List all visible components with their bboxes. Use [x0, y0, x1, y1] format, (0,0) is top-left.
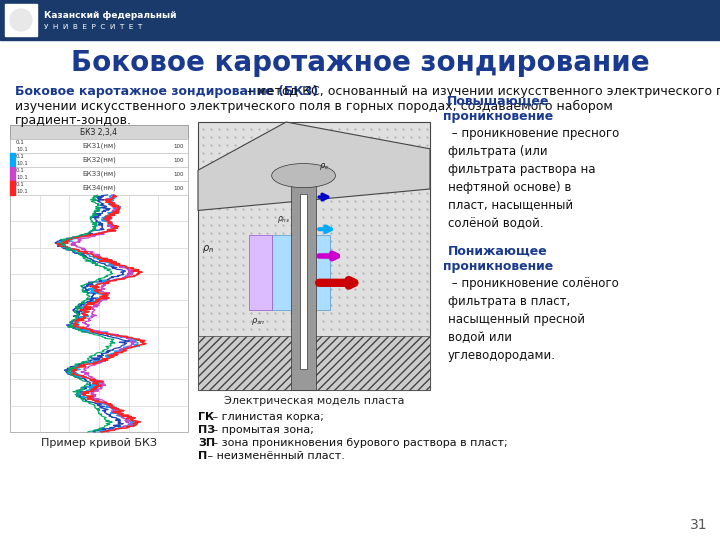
- Bar: [10, 181, 15, 195]
- Text: градиент-зондов.: градиент-зондов.: [15, 114, 132, 127]
- Text: $\rho_{пз}$: $\rho_{пз}$: [276, 214, 289, 225]
- Bar: [198, 336, 430, 390]
- Text: Казанский федеральный: Казанский федеральный: [44, 10, 176, 19]
- Text: 10.1: 10.1: [16, 174, 28, 180]
- Text: 0.1: 0.1: [16, 154, 24, 159]
- Text: $\rho_n$: $\rho_n$: [202, 242, 214, 255]
- Text: БКЗ1(нм): БКЗ1(нм): [82, 143, 116, 149]
- Text: ПЗ: ПЗ: [198, 425, 215, 435]
- Text: – метод КС, основанный на изучении искусственного электрического поля в горных п: – метод КС, основанный на изучении искус…: [243, 85, 720, 98]
- Text: БКЗ3(нм): БКЗ3(нм): [82, 171, 116, 177]
- Bar: [10, 153, 188, 167]
- Text: 31: 31: [690, 518, 708, 532]
- Text: 100: 100: [174, 186, 184, 191]
- Bar: [10, 139, 188, 153]
- Ellipse shape: [10, 9, 32, 31]
- Text: – проникновение пресного
фильтрата (или
фильтрата раствора на
нефтяной основе) в: – проникновение пресного фильтрата (или …: [448, 127, 619, 230]
- Text: изучении искусственного электрического поля в горных породах, создаваемого набор: изучении искусственного электрического п…: [15, 100, 613, 113]
- Text: Повышающее
проникновение: Повышающее проникновение: [443, 95, 553, 123]
- Text: – проникновение солёного
фильтрата в пласт,
насыщенный пресной
водой или
углевод: – проникновение солёного фильтрата в пла…: [448, 277, 618, 362]
- Text: 0.1: 0.1: [16, 168, 24, 173]
- Bar: [291, 170, 316, 390]
- Bar: [10, 181, 188, 195]
- Bar: [10, 125, 188, 139]
- Text: Боковое каротажное зондирование (БКЗ): Боковое каротажное зондирование (БКЗ): [15, 85, 318, 98]
- Text: БКЗ 2,3,4: БКЗ 2,3,4: [81, 127, 117, 137]
- Bar: [272, 234, 330, 309]
- Text: БКЗ2(нм): БКЗ2(нм): [82, 157, 116, 163]
- Text: ГК: ГК: [198, 412, 214, 422]
- Bar: [300, 194, 307, 369]
- Text: ЗП: ЗП: [198, 438, 215, 448]
- Text: 10.1: 10.1: [16, 188, 28, 193]
- Bar: [10, 125, 188, 432]
- Bar: [198, 122, 430, 390]
- Bar: [10, 167, 188, 181]
- Bar: [249, 234, 272, 309]
- Bar: [5, 4, 37, 36]
- Text: $\rho_{зп}$: $\rho_{зп}$: [251, 316, 265, 327]
- Text: Понижающее
проникновение: Понижающее проникновение: [443, 245, 553, 273]
- Text: 10.1: 10.1: [16, 160, 28, 166]
- Text: – глинистая корка;: – глинистая корка;: [209, 412, 324, 422]
- Text: Боковое каротажное зондирование: Боковое каротажное зондирование: [71, 49, 649, 77]
- Text: – зона проникновения бурового раствора в пласт;: – зона проникновения бурового раствора в…: [209, 438, 508, 448]
- Text: 100: 100: [174, 172, 184, 177]
- Text: 100: 100: [174, 158, 184, 163]
- Text: 0.1: 0.1: [16, 183, 24, 187]
- Text: 100: 100: [174, 144, 184, 149]
- Bar: [0, 0, 720, 40]
- Text: $\rho_c$: $\rho_c$: [320, 160, 330, 172]
- Text: Электрическая модель пласта: Электрическая модель пласта: [224, 396, 404, 406]
- Ellipse shape: [271, 164, 336, 188]
- Text: – неизменённый пласт.: – неизменённый пласт.: [204, 451, 344, 461]
- Polygon shape: [198, 122, 430, 211]
- Text: – промытая зона;: – промытая зона;: [209, 425, 314, 435]
- Text: У  Н  И  В  Е  Р  С  И  Т  Е  Т: У Н И В Е Р С И Т Е Т: [44, 24, 143, 30]
- Text: Пример кривой БКЗ: Пример кривой БКЗ: [41, 438, 157, 448]
- Text: 10.1: 10.1: [16, 146, 28, 152]
- Text: БКЗ4(нм): БКЗ4(нм): [82, 185, 116, 191]
- Text: 0.1: 0.1: [16, 140, 24, 145]
- Bar: [10, 153, 15, 167]
- Bar: [10, 167, 15, 181]
- Text: П: П: [198, 451, 207, 461]
